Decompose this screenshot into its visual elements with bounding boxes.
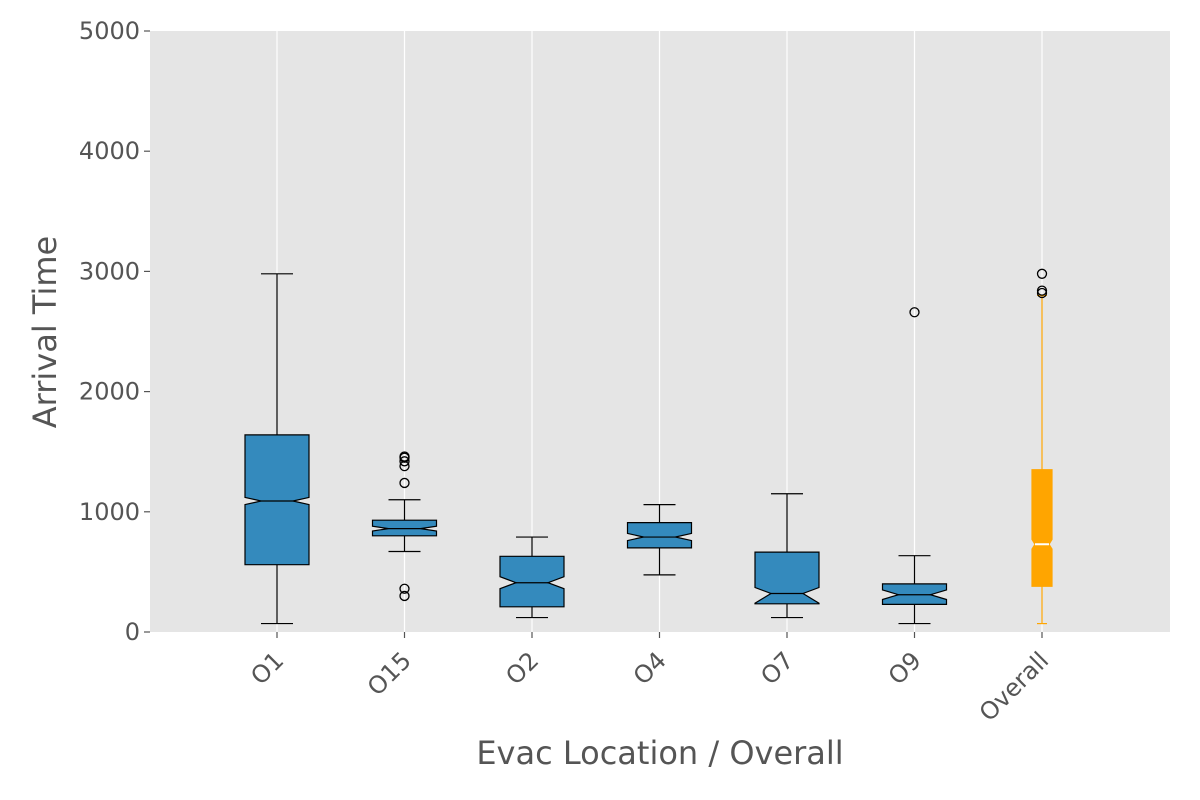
y-axis-title: Arrival Time [26,236,64,428]
outlier-point [909,307,920,318]
outlier-point [399,590,410,602]
y-tick-label: 0 [125,618,140,646]
box-body [754,551,820,605]
x-tick-label: O15 [362,646,417,701]
box-body [499,555,565,608]
box-o4 [626,503,693,576]
x-tick-label: O9 [883,646,927,690]
box-o2 [499,536,565,619]
box-o9 [881,307,948,625]
y-axis: 0 1000 2000 3000 4000 5000 [79,17,150,646]
x-axis: O1 O15 O2 O4 O7 O9 Overall [245,632,1054,727]
y-tick-label: 1000 [79,498,140,526]
x-tick-label: O2 [500,646,544,690]
y-tick-label: 2000 [79,378,140,406]
outlier-point [399,451,410,462]
x-axis-title: Evac Location / Overall [476,734,843,772]
box-overall [1031,268,1053,625]
outlier-point [1036,285,1048,296]
outlier-point [399,583,410,594]
box-body [244,434,310,566]
box-body [1031,469,1053,587]
outlier-point [399,456,410,467]
box-body [371,519,438,537]
outlier-point [1036,268,1048,279]
boxes [244,268,1053,625]
x-tick-label: Overall [974,646,1054,726]
box-o15 [371,451,438,602]
x-tick-label: O1 [245,646,289,690]
outlier-point [399,477,410,489]
y-tick-label: 4000 [79,137,140,165]
box-o7 [754,493,820,619]
x-tick-label: O4 [628,646,672,690]
x-tick-label: O7 [755,646,799,690]
y-tick-label: 3000 [79,257,140,285]
box-body [626,521,693,549]
y-tick-label: 5000 [79,17,140,45]
box-o1 [244,273,310,625]
